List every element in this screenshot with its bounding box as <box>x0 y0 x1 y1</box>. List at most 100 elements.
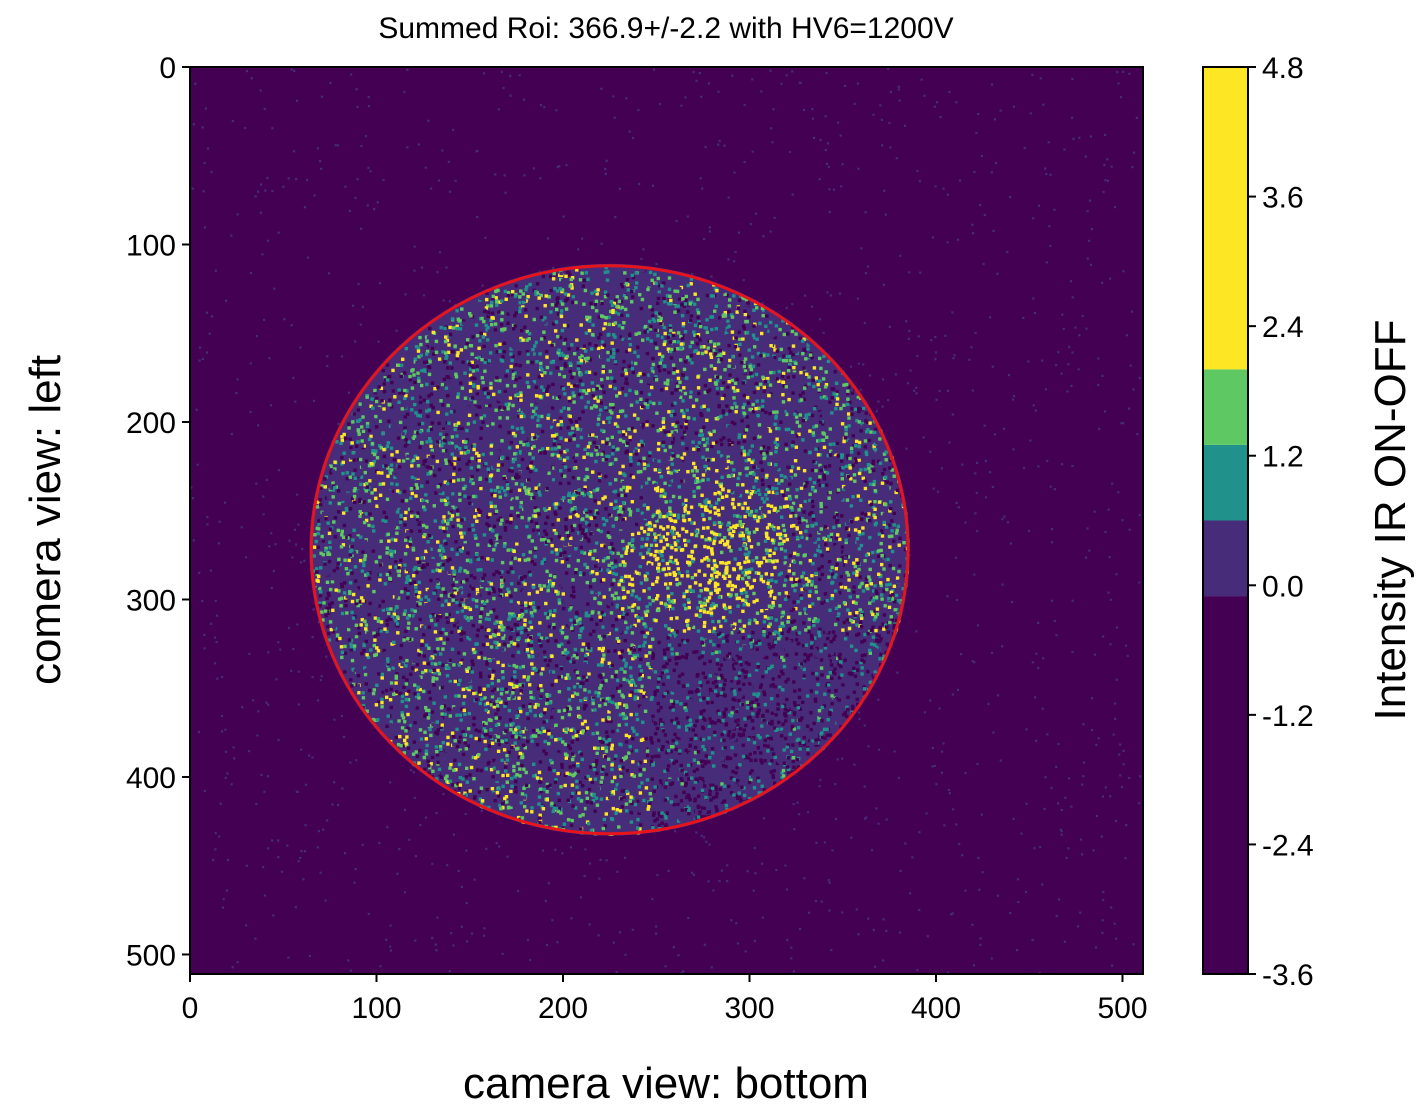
noise-speckle <box>1049 485 1052 488</box>
noise-speckle <box>1124 857 1127 860</box>
noise-speckle <box>1016 878 1019 881</box>
intensity-pixel <box>887 638 892 642</box>
intensity-pixel <box>486 395 490 399</box>
intensity-pixel <box>335 547 339 552</box>
intensity-pixel <box>834 381 839 385</box>
noise-speckle <box>1120 786 1124 789</box>
intensity-pixel <box>624 293 629 297</box>
intensity-pixel <box>521 430 525 434</box>
intensity-pixel <box>679 738 683 742</box>
intensity-pixel <box>752 308 756 312</box>
intensity-pixel <box>617 324 622 328</box>
intensity-pixel <box>331 621 335 626</box>
noise-speckle <box>938 707 941 710</box>
intensity-pixel <box>509 594 513 598</box>
intensity-pixel <box>802 667 806 672</box>
intensity-pixel <box>570 431 574 435</box>
intensity-pixel <box>616 686 620 691</box>
intensity-pixel <box>774 324 779 328</box>
intensity-pixel <box>326 624 330 629</box>
noise-speckle <box>1044 167 1047 170</box>
intensity-pixel <box>747 621 752 626</box>
intensity-pixel <box>855 569 859 574</box>
intensity-pixel <box>816 439 820 443</box>
intensity-pixel <box>816 382 820 387</box>
intensity-pixel <box>425 743 429 748</box>
intensity-pixel <box>541 442 545 446</box>
noise-speckle <box>500 70 503 74</box>
intensity-pixel <box>816 479 821 483</box>
intensity-pixel <box>369 648 373 652</box>
intensity-pixel <box>407 556 411 560</box>
intensity-pixel <box>413 454 418 459</box>
intensity-pixel <box>813 636 817 640</box>
intensity-pixel <box>628 455 633 460</box>
noise-speckle <box>938 389 941 392</box>
intensity-pixel <box>573 352 577 356</box>
noise-speckle <box>267 775 270 778</box>
intensity-pixel <box>725 426 729 430</box>
noise-speckle <box>857 167 860 170</box>
intensity-pixel <box>489 318 493 322</box>
intensity-pixel <box>446 394 450 398</box>
intensity-pixel <box>735 310 739 314</box>
intensity-pixel <box>587 328 592 333</box>
noise-speckle <box>312 608 315 611</box>
intensity-pixel <box>728 358 732 363</box>
intensity-pixel <box>583 357 588 361</box>
noise-speckle <box>1031 938 1034 942</box>
intensity-pixel <box>648 780 652 784</box>
noise-speckle <box>191 187 194 190</box>
intensity-pixel <box>515 472 519 477</box>
noise-speckle <box>544 899 547 902</box>
intensity-pixel <box>401 451 405 455</box>
noise-speckle <box>820 900 823 903</box>
intensity-pixel <box>494 378 498 382</box>
intensity-pixel <box>845 632 849 636</box>
intensity-pixel <box>592 629 596 633</box>
intensity-pixel <box>404 510 408 515</box>
intensity-pixel <box>580 761 584 766</box>
noise-speckle <box>271 190 274 193</box>
intensity-pixel <box>670 452 674 456</box>
intensity-pixel <box>858 575 862 579</box>
intensity-pixel <box>819 366 823 371</box>
noise-speckle <box>263 318 266 321</box>
intensity-pixel <box>523 805 527 809</box>
intensity-pixel <box>794 415 799 419</box>
intensity-pixel <box>890 468 894 472</box>
intensity-pixel <box>777 379 781 383</box>
intensity-pixel <box>656 566 660 570</box>
intensity-pixel <box>783 707 787 711</box>
intensity-pixel <box>366 655 371 660</box>
intensity-pixel <box>726 634 730 638</box>
noise-speckle <box>1119 96 1123 99</box>
intensity-pixel <box>385 363 390 367</box>
noise-speckle <box>982 262 985 266</box>
intensity-pixel <box>670 391 674 395</box>
intensity-pixel <box>768 646 772 650</box>
intensity-pixel <box>611 308 615 313</box>
intensity-pixel <box>795 632 800 636</box>
intensity-pixel <box>737 330 741 334</box>
chart-title: Summed Roi: 366.9+/-2.2 with HV6=1200V <box>378 12 953 45</box>
noise-speckle <box>220 730 224 733</box>
noise-speckle <box>807 811 810 814</box>
intensity-pixel <box>484 635 488 639</box>
noise-speckle <box>804 294 807 297</box>
noise-speckle <box>825 72 828 75</box>
intensity-pixel <box>715 469 719 473</box>
intensity-pixel <box>840 455 844 460</box>
intensity-pixel <box>765 639 769 643</box>
intensity-pixel <box>871 462 875 466</box>
intensity-pixel <box>483 573 487 577</box>
intensity-pixel <box>675 582 679 587</box>
intensity-pixel <box>429 547 433 551</box>
intensity-pixel <box>481 380 485 385</box>
intensity-pixel <box>469 344 474 348</box>
intensity-pixel <box>852 444 856 448</box>
intensity-pixel <box>705 705 710 709</box>
intensity-pixel <box>325 628 329 633</box>
noise-speckle <box>245 924 248 927</box>
intensity-pixel <box>650 562 654 566</box>
